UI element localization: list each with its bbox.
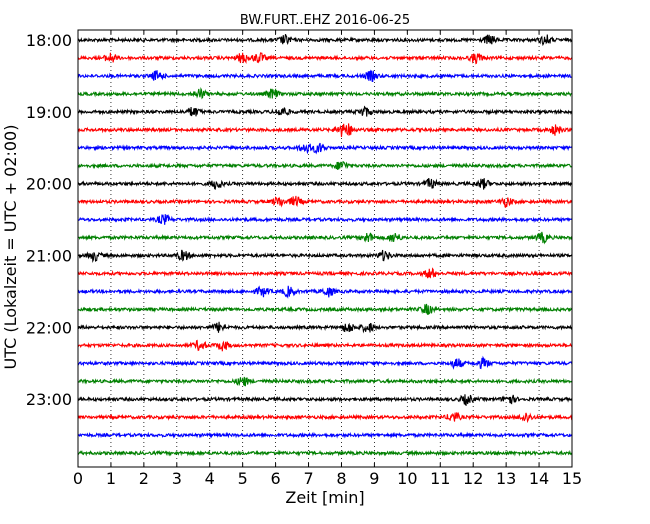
- y-tick-label: 22:00: [26, 318, 72, 337]
- y-tick-label: 20:00: [26, 175, 72, 194]
- x-axis-label: Zeit [min]: [285, 488, 364, 507]
- trace-line: [77, 267, 573, 279]
- trace-line: [77, 321, 573, 334]
- x-tick-label: 7: [303, 469, 313, 488]
- trace-line: [77, 142, 573, 155]
- x-tick-label: 3: [172, 469, 182, 488]
- ticks-layer: 0 1 2 3 4 5 6 7 8 9 10 11 12 13 14 1518:0019:0020:0021:…: [26, 30, 582, 488]
- x-tick-label: 15: [562, 469, 582, 488]
- x-tick-label: 10: [397, 469, 417, 488]
- x-tick-label: 13: [496, 469, 516, 488]
- trace-line: [77, 51, 573, 65]
- y-tick-label: 18:00: [26, 31, 72, 50]
- x-tick-label: 5: [238, 469, 248, 488]
- trace-line: [77, 394, 573, 407]
- trace-line: [77, 339, 573, 352]
- trace-line: [77, 86, 573, 100]
- x-tick-label: 6: [271, 469, 281, 488]
- x-tick-label: 11: [430, 469, 450, 488]
- y-tick-label: 19:00: [26, 103, 72, 122]
- x-tick-label: 0: [73, 469, 83, 488]
- trace-line: [77, 376, 573, 387]
- x-tick-label: 9: [369, 469, 379, 488]
- trace-line: [77, 160, 573, 170]
- x-tick-label: 12: [463, 469, 483, 488]
- trace-line: [77, 449, 573, 457]
- trace-line: [77, 303, 573, 315]
- plot-frame: [77, 29, 573, 468]
- trace-line: [77, 105, 573, 117]
- x-tick-label: 1: [106, 469, 116, 488]
- y-axis-label: UTC (Lokalzeit = UTC + 02:00): [1, 125, 20, 370]
- trace-line: [77, 123, 573, 138]
- y-tick-label: 23:00: [26, 390, 72, 409]
- chart-title: BW.FURT..EHZ 2016-06-25: [240, 13, 410, 28]
- trace-line: [77, 231, 573, 245]
- x-tick-label: 4: [205, 469, 215, 488]
- x-tick-label: 8: [336, 469, 346, 488]
- x-tick-label: 14: [529, 469, 549, 488]
- trace-line: [77, 177, 573, 190]
- trace-line: [77, 33, 573, 47]
- trace-line: [77, 69, 573, 83]
- trace-line: [77, 285, 573, 299]
- trace-line: [77, 214, 573, 225]
- trace-line: [77, 195, 573, 209]
- y-tick-label: 21:00: [26, 247, 72, 266]
- traces-layer: [77, 33, 573, 457]
- trace-line: [77, 249, 573, 263]
- x-tick-label: 2: [139, 469, 149, 488]
- trace-line: [77, 411, 573, 424]
- grid-layer: [110, 30, 540, 467]
- trace-line: [77, 431, 573, 439]
- trace-line: [77, 355, 573, 370]
